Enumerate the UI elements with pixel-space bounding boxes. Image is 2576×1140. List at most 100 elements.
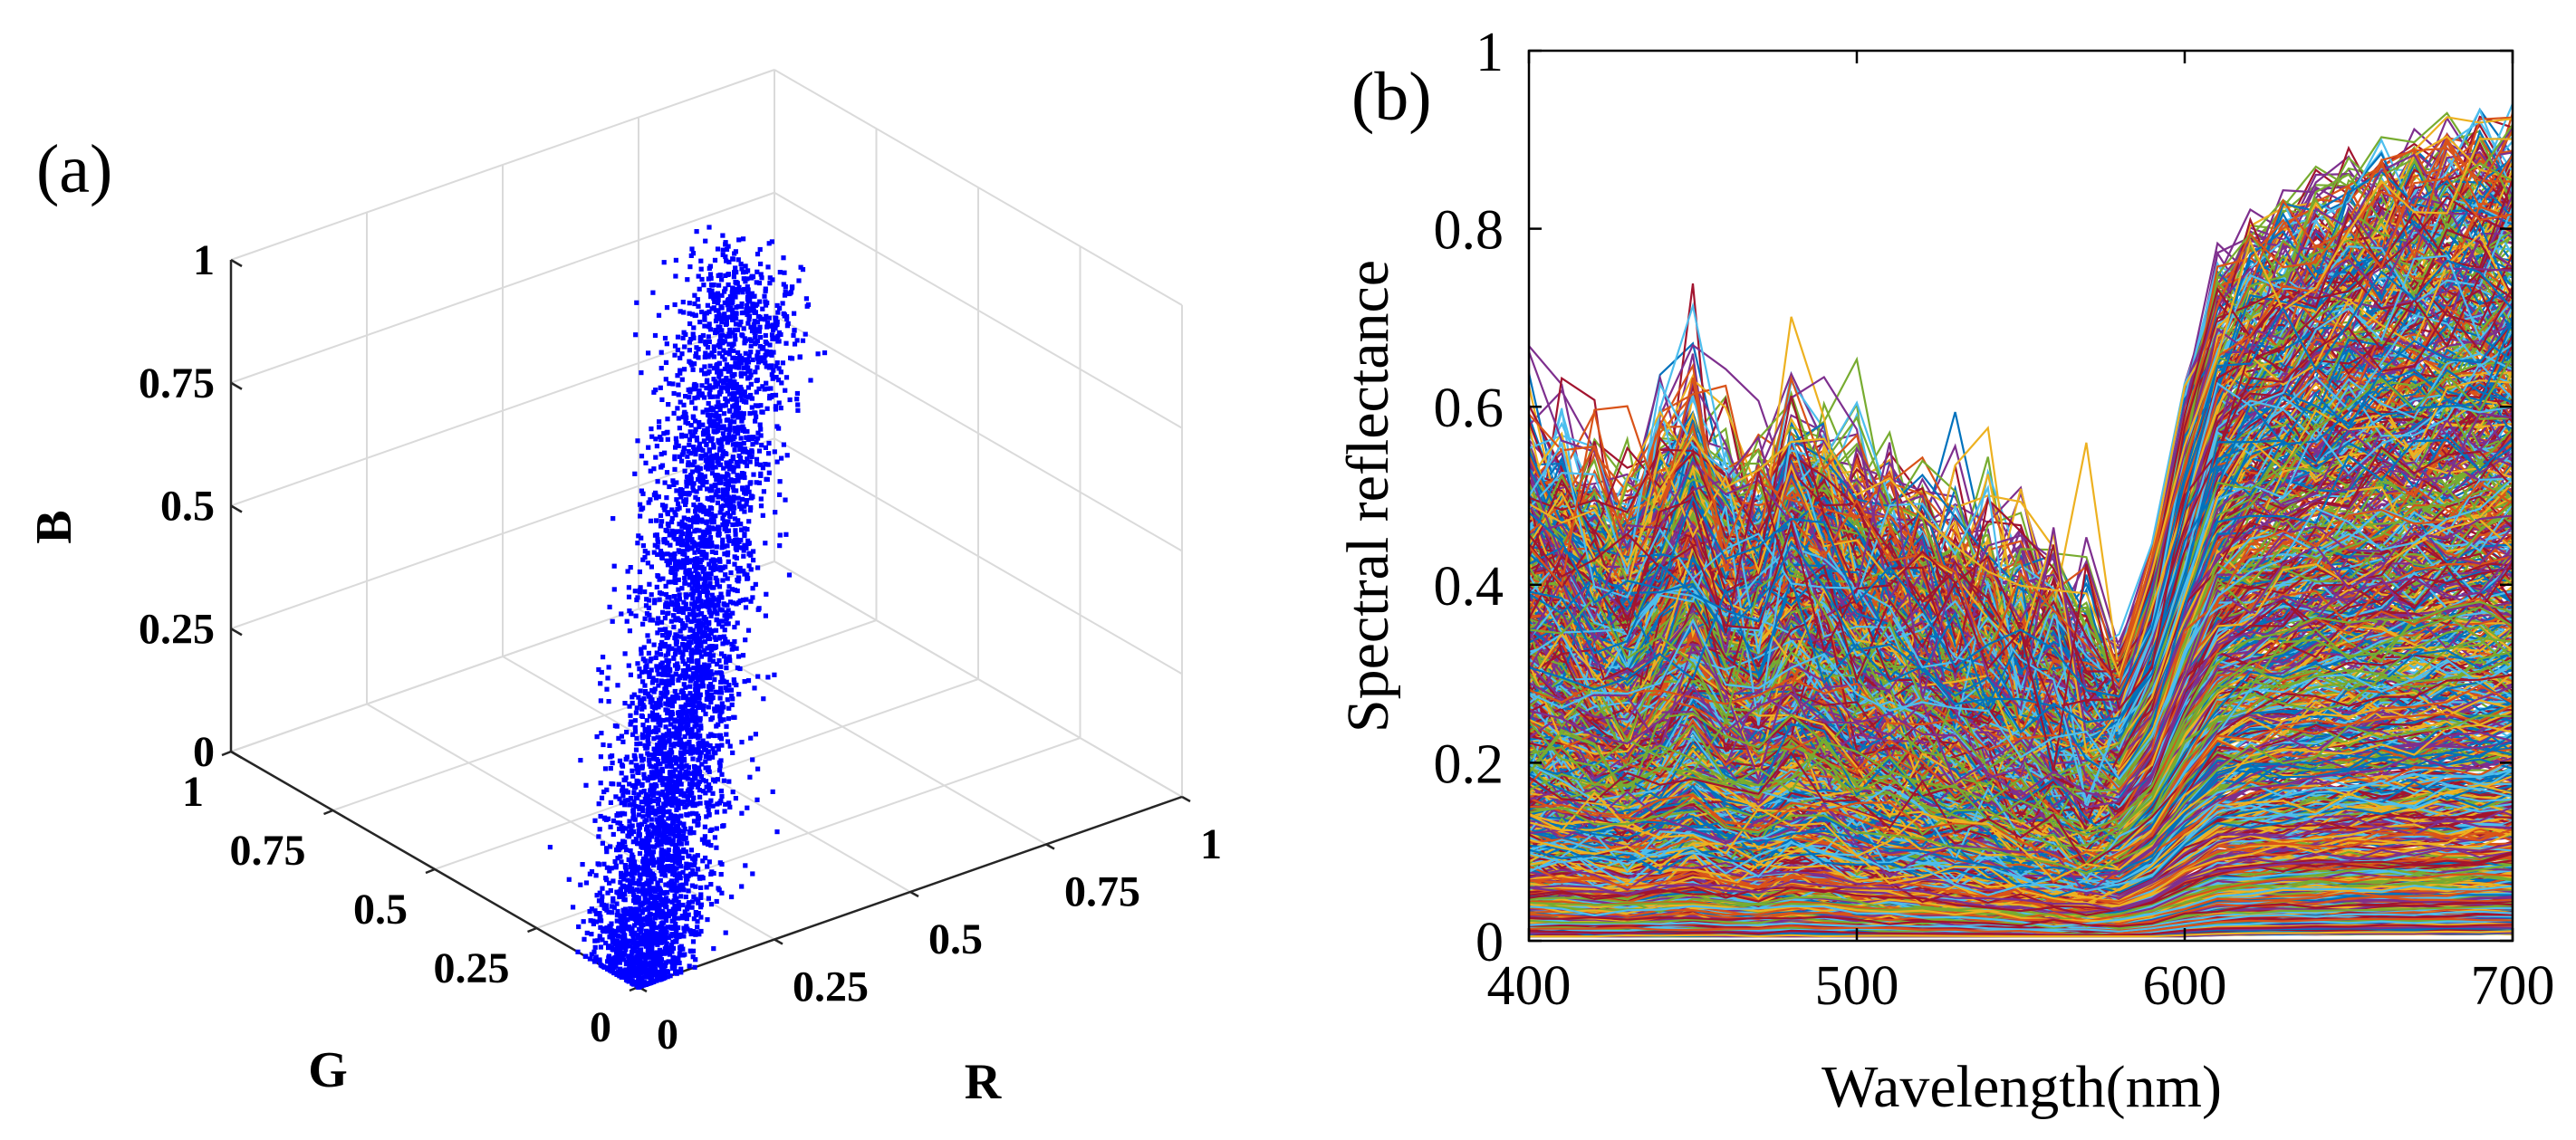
scatter-point <box>676 501 681 506</box>
scatter-point <box>730 484 735 490</box>
scatter-point <box>700 422 706 427</box>
scatter-point <box>608 887 613 894</box>
scatter-point <box>636 804 641 809</box>
scatter-point <box>666 678 671 684</box>
scatter-point <box>669 646 675 651</box>
scatter-point <box>719 320 725 325</box>
scatter-point <box>726 559 731 564</box>
scatter-point <box>714 898 719 905</box>
scatter-point <box>698 258 704 263</box>
scatter-point <box>678 491 683 496</box>
scatter-point <box>708 630 714 636</box>
scatter-point <box>706 334 711 340</box>
scatter-point <box>663 683 668 688</box>
scatter-point <box>753 732 758 737</box>
scatter-point <box>615 683 620 688</box>
scatter-point <box>750 442 755 447</box>
scatter-point <box>722 519 728 524</box>
scatter-point <box>641 696 647 702</box>
scatter-point <box>691 830 697 836</box>
scatter-point <box>662 335 668 341</box>
scatter-point <box>694 447 699 453</box>
scatter-point <box>690 718 696 723</box>
scatter-point <box>667 945 672 951</box>
scatter-point <box>643 845 649 850</box>
scatter-point <box>627 608 632 614</box>
scatter-point <box>731 289 736 294</box>
scatter-point <box>630 886 635 891</box>
scatter-point <box>691 703 697 708</box>
scatter-point <box>707 535 714 541</box>
scatter-point <box>639 735 645 741</box>
scatter-point <box>680 415 686 420</box>
scatter-point <box>630 978 635 983</box>
scatter-point <box>647 871 652 877</box>
scatter-point <box>646 741 651 746</box>
scatter-point <box>717 462 724 467</box>
scatter-point <box>682 409 687 415</box>
scatter-point <box>765 264 771 270</box>
scatter-point <box>753 369 758 375</box>
scatter-point <box>749 494 755 500</box>
scatter-point <box>668 714 674 720</box>
scatter-point <box>649 960 654 965</box>
scatter-point <box>694 345 699 350</box>
scatter-point <box>697 441 702 446</box>
scatter-point <box>658 742 663 747</box>
scatter-point <box>724 362 729 368</box>
scatter-point <box>681 310 687 315</box>
scatter-point <box>670 820 676 826</box>
scatter-point <box>695 676 700 682</box>
scatter-point <box>644 718 649 723</box>
scatter-point <box>645 890 650 896</box>
scatter-point <box>685 547 690 552</box>
scatter-point <box>697 388 702 394</box>
scatter-point <box>675 848 680 854</box>
scatter-point <box>633 613 639 618</box>
scatter-point <box>745 311 750 318</box>
scatter-point <box>722 544 727 550</box>
scatter-point <box>629 719 634 724</box>
scatter-point <box>777 492 783 497</box>
scatter-point <box>689 784 695 790</box>
scatter-point <box>669 750 675 755</box>
scatter-point <box>686 873 691 878</box>
scatter-point <box>619 611 624 617</box>
scatter-point <box>639 929 644 934</box>
scatter-point <box>673 897 678 903</box>
scatter-point <box>716 311 722 317</box>
scatter-point <box>726 502 731 507</box>
scatter-point <box>735 666 740 671</box>
scatter-point <box>684 881 689 886</box>
scatter-point <box>666 790 671 796</box>
scatter-point <box>658 833 665 838</box>
scatter-point <box>792 328 797 333</box>
scatter-point <box>698 454 704 459</box>
scatter-point <box>760 513 765 518</box>
scatter-point <box>741 440 746 446</box>
scatter-point <box>689 537 695 542</box>
scatter-point <box>643 603 649 608</box>
scatter-point <box>731 274 736 280</box>
scatter-point <box>745 428 750 435</box>
scatter-point <box>735 464 741 469</box>
scatter-point <box>776 366 782 371</box>
scatter-point <box>697 485 703 491</box>
scatter-point <box>608 800 613 805</box>
scatter-point <box>699 565 705 570</box>
scatter-point <box>619 875 624 880</box>
scatter-point <box>707 387 713 393</box>
scatter-point <box>693 509 698 514</box>
scatter-point <box>660 576 666 581</box>
scatter-point <box>719 277 725 283</box>
scatter-point <box>714 477 719 483</box>
scatter-point <box>732 505 737 511</box>
scatter-point <box>668 943 675 948</box>
scatter-point <box>735 386 741 391</box>
scatter-point <box>726 779 732 784</box>
scatter-point <box>648 788 653 793</box>
scatter-point <box>672 903 678 908</box>
scatter-point <box>735 281 740 286</box>
scatter-point <box>617 820 623 826</box>
scatter-point <box>705 495 710 501</box>
